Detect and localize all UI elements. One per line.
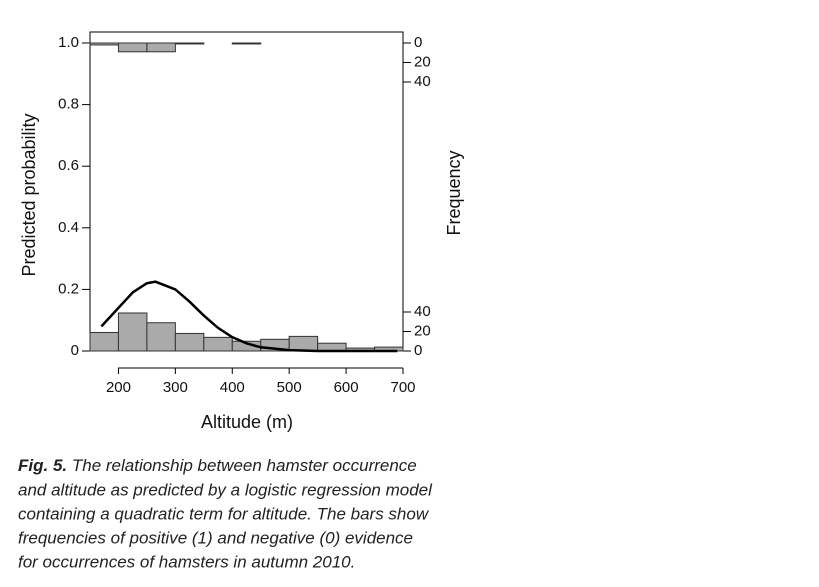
caption-line: Fig. 5. The relationship between hamster… — [18, 456, 417, 475]
histogram-bar — [89, 42, 119, 46]
histogram-bar — [117, 42, 148, 53]
caption-line: containing a quadratic term for altitude… — [18, 504, 430, 523]
fitted-curve — [100, 280, 398, 353]
y-tick-label: 1.0 — [58, 34, 79, 51]
histogram-bar — [203, 336, 233, 352]
caption-label: Fig. 5. — [18, 456, 67, 475]
y-tick-label: 0.2 — [58, 280, 79, 297]
y-tick-label: 0 — [71, 342, 79, 359]
x-tick-label: 300 — [163, 379, 188, 396]
x-tick-label: 200 — [106, 379, 131, 396]
x-tick-label: 500 — [277, 379, 302, 396]
y-tick-label: 0.6 — [58, 157, 79, 174]
y-tick-label: 0.4 — [58, 219, 79, 236]
histogram-bar — [146, 322, 176, 352]
histogram-bar — [117, 312, 148, 352]
x-tick-label: 400 — [220, 379, 245, 396]
histogram-bar — [231, 42, 262, 45]
y-axis-title: Predicted probability — [19, 113, 39, 276]
y2-axis-title: Frequency — [444, 150, 464, 235]
x-tick-label: 600 — [334, 379, 359, 396]
caption-line: for occurrences of hamsters in autumn 20… — [18, 552, 355, 571]
y2-tick-label: 20 — [414, 322, 431, 339]
x-axis-title: Altitude (m) — [201, 412, 293, 432]
plot-frame — [89, 31, 404, 352]
histogram-bar — [174, 42, 205, 45]
caption-line: frequencies of positive (1) and negative… — [18, 528, 413, 547]
histogram-bar — [89, 331, 119, 352]
x-tick-label: 700 — [390, 379, 415, 396]
histogram-bar — [288, 335, 319, 352]
y2-tick-label: 0 — [414, 34, 422, 51]
y2-tick-label: 40 — [414, 73, 431, 90]
y2-tick-label: 40 — [414, 303, 431, 320]
histogram-bar — [174, 332, 205, 352]
caption-text: The relationship between hamster occurre… — [72, 456, 417, 475]
y-tick-label: 0.8 — [58, 96, 79, 113]
histogram-bar — [146, 42, 176, 53]
y2-tick-label: 0 — [414, 342, 422, 359]
caption-line: and altitude as predicted by a logistic … — [18, 480, 433, 499]
y2-tick-label: 20 — [414, 53, 431, 70]
